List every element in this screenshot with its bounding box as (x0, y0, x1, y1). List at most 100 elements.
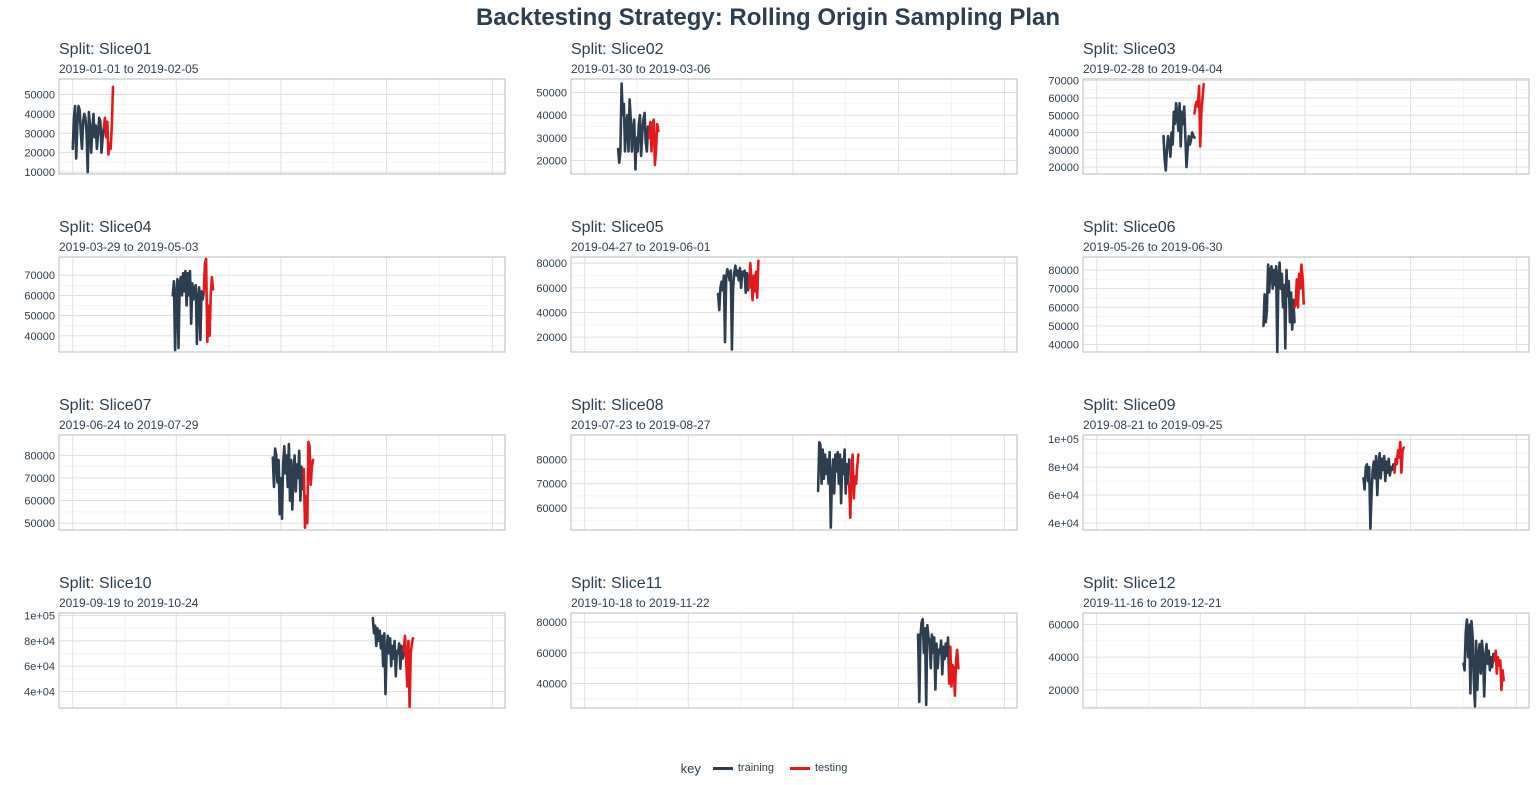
legend-label-training: training (737, 762, 774, 774)
panel-border (570, 256, 1018, 353)
y-tick-label: 60000 (536, 283, 567, 295)
y-tick-label: 30000 (536, 133, 567, 145)
facet-plot: 800007000060000Jan-01-2019Apr-01-2019Jul… (536, 434, 1018, 531)
panel-border (58, 434, 506, 531)
facet-panel-06: Split: Slice06 2019-05-26 to 2019-06-30 80… (1024, 178, 1536, 356)
facet-plot: 800006000040000Jan-01-2019Apr-01-2019Jul… (536, 612, 1018, 709)
series-line-training (271, 442, 306, 520)
series-line-testing (402, 634, 415, 708)
facet-subtitle: 2019-01-01 to 2019-02-05 (59, 62, 199, 76)
facet-title: Split: Slice07 (59, 397, 152, 414)
y-tick-label: 70000 (536, 479, 567, 491)
panel-border (570, 612, 1018, 709)
y-tick-label: 40000 (24, 109, 55, 121)
y-tick-label: 60000 (24, 290, 55, 302)
facet-panel-10: Split: Slice10 2019-09-19 to 2019-10-24 1e… (0, 534, 512, 712)
facet-subtitle: 2019-10-18 to 2019-11-22 (571, 596, 710, 610)
y-tick-label: 8e+04 (1048, 462, 1079, 474)
facet-title: Split: Slice05 (571, 219, 664, 236)
y-tick-label: 80000 (1048, 265, 1079, 277)
y-tick-label: 50000 (536, 88, 567, 100)
series-line-testing (1493, 649, 1506, 692)
series-line-testing (102, 85, 115, 156)
facet-title: Split: Slice09 (1083, 397, 1176, 414)
facet-subtitle: 2019-06-24 to 2019-07-29 (59, 418, 199, 432)
y-tick-label: 70000 (1048, 76, 1079, 88)
y-tick-label: 40000 (536, 110, 567, 122)
facet-plot: 80000600004000020000Jan-01-2019Apr-01-20… (536, 256, 1018, 353)
facet-plot: 50000400003000020000Jan-01-2019Apr-01-20… (536, 78, 1018, 175)
y-tick-label: 60000 (1048, 619, 1079, 631)
panel-border (58, 78, 506, 175)
legend-swatch-testing (789, 766, 810, 770)
y-tick-label: 50000 (1048, 321, 1079, 333)
y-tick-label: 40000 (536, 308, 567, 320)
y-tick-label: 1e+05 (24, 611, 55, 623)
facet-plot: 8000070000600005000040000Jan-01-2019Apr-… (1048, 256, 1530, 354)
series-line-training (371, 616, 406, 696)
series-line-training (916, 617, 951, 707)
legend: key training testing (0, 758, 1536, 778)
y-tick-label: 30000 (1048, 145, 1079, 157)
series-line-training (171, 269, 206, 352)
series-line-training (1262, 261, 1296, 354)
facet-title: Split: Slice06 (1083, 219, 1176, 236)
y-tick-label: 50000 (24, 518, 55, 530)
facet-subtitle: 2019-02-28 to 2019-04-04 (1083, 62, 1223, 76)
panel-border (1082, 612, 1530, 709)
y-tick-label: 30000 (24, 128, 55, 140)
facet-panel-12: Split: Slice12 2019-11-16 to 2019-12-21 60… (1024, 534, 1536, 712)
y-tick-label: 80000 (536, 258, 567, 270)
y-tick-label: 80000 (24, 450, 55, 462)
facet-title: Split: Slice11 (571, 575, 663, 592)
y-tick-label: 40000 (1048, 128, 1079, 140)
y-tick-label: 80000 (536, 454, 567, 466)
y-tick-label: 8e+04 (24, 636, 55, 648)
facet-panel-08: Split: Slice08 2019-07-23 to 2019-08-27 80… (512, 356, 1024, 534)
panel-border (58, 612, 506, 709)
y-tick-label: 4e+04 (24, 687, 55, 699)
series-line-training (716, 264, 751, 351)
series-line-training (1162, 101, 1196, 172)
facet-subtitle: 2019-11-16 to 2019-12-21 (1083, 596, 1222, 610)
facet-panel-02: Split: Slice02 2019-01-30 to 2019-03-06 50… (512, 0, 1024, 178)
panel-border (1082, 434, 1530, 531)
y-tick-label: 20000 (24, 148, 55, 160)
y-tick-label: 20000 (1048, 685, 1079, 697)
series-line-testing (1193, 82, 1205, 148)
facet-subtitle: 2019-09-19 to 2019-10-24 (59, 596, 199, 610)
panel-border (570, 78, 1018, 175)
series-line-testing (302, 440, 315, 529)
series-line-training (1362, 451, 1396, 530)
facet-plot: 600004000020000Jan-01-2019Apr-01-2019Jul… (1048, 612, 1530, 709)
facet-subtitle: 2019-04-27 to 2019-06-01 (571, 240, 711, 254)
chart-title: Backtesting Strategy: Rolling Origin Sam… (475, 4, 1061, 31)
y-tick-label: 70000 (24, 270, 55, 282)
facet-panel-07: Split: Slice07 2019-06-24 to 2019-07-29 80… (0, 356, 512, 534)
y-tick-label: 60000 (1048, 93, 1079, 105)
legend-title: key (680, 760, 701, 776)
y-tick-label: 1e+05 (1048, 434, 1079, 446)
facet-panel-01: Split: Slice01 2019-01-01 to 2019-02-05 50… (0, 0, 512, 178)
legend-item-training: training (712, 762, 774, 774)
series-line-testing (647, 118, 660, 167)
y-tick-label: 60000 (1048, 302, 1079, 314)
legend-swatch-training (712, 766, 733, 770)
y-tick-label: 50000 (24, 311, 55, 323)
legend-label-testing: testing (814, 762, 848, 774)
facet-panel-04: Split: Slice04 2019-03-29 to 2019-05-03 70… (0, 178, 512, 356)
y-tick-label: 20000 (536, 155, 567, 167)
y-tick-label: 40000 (536, 678, 567, 690)
panel-border (570, 434, 1018, 531)
legend-item-testing: testing (789, 762, 848, 774)
facet-subtitle: 2019-01-30 to 2019-03-06 (571, 62, 711, 76)
series-line-testing (1293, 263, 1306, 309)
facet-subtitle: 2019-05-26 to 2019-06-30 (1083, 240, 1223, 254)
facet-title: Split: Slice12 (1083, 575, 1176, 592)
facet-subtitle: 2019-03-29 to 2019-05-03 (59, 240, 199, 254)
facet-title: Split: Slice02 (571, 41, 664, 58)
y-tick-label: 20000 (1048, 162, 1079, 174)
y-tick-label: 40000 (24, 331, 55, 343)
y-tick-label: 50000 (1048, 110, 1079, 122)
y-tick-label: 60000 (24, 496, 55, 508)
